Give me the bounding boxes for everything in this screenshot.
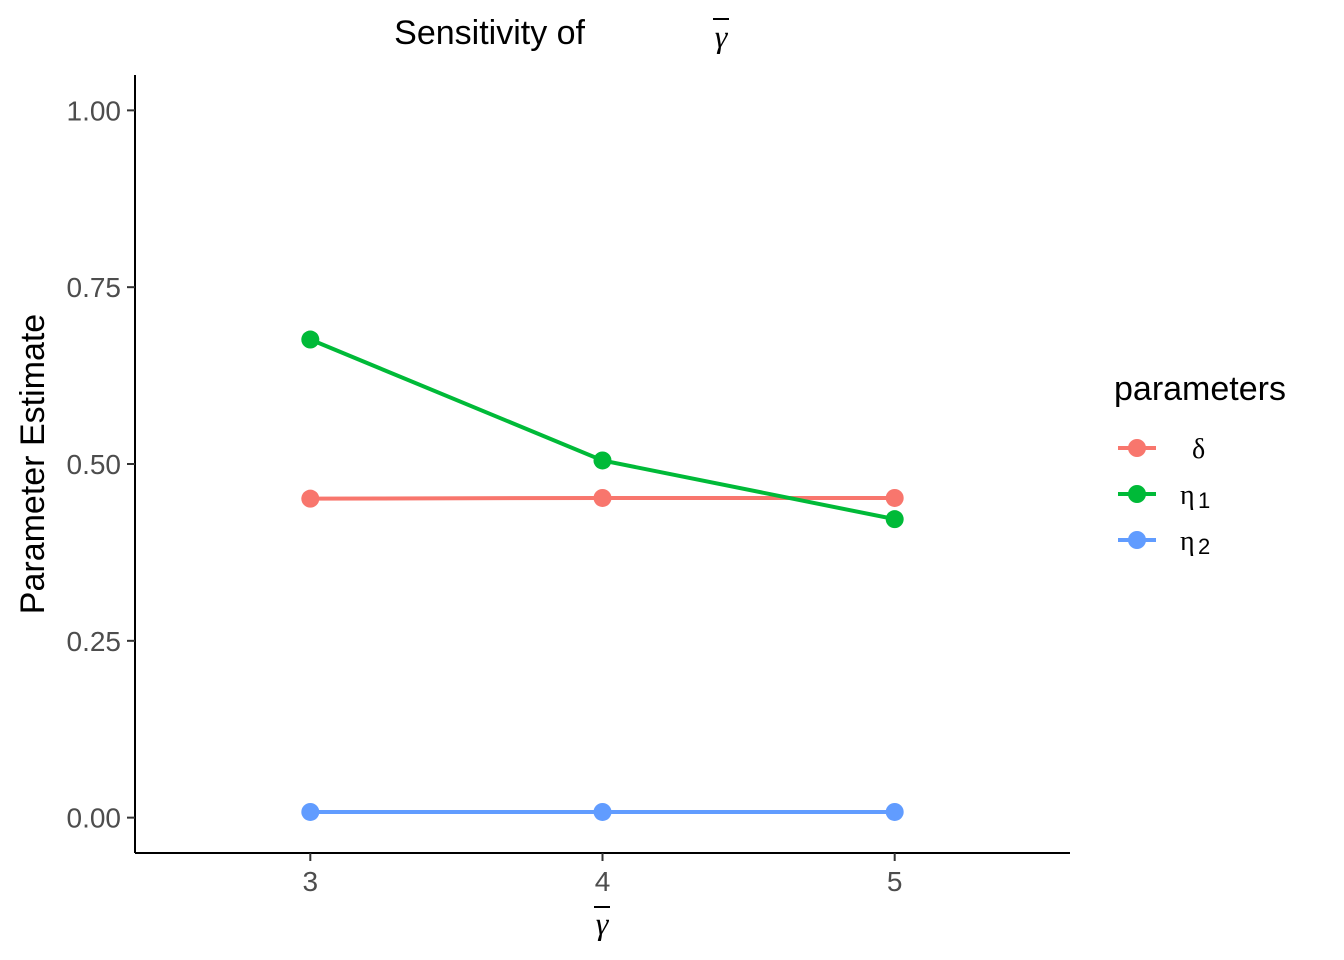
y-tick-label: 1.00 (67, 95, 122, 126)
series-3 (301, 802, 904, 821)
legend-key-point (1128, 531, 1146, 549)
legend: parameters δη 1η 2 (1114, 370, 1286, 559)
chart-title: Sensitivity of (394, 14, 585, 52)
series-layer (301, 330, 904, 821)
x-tick-label: 3 (303, 866, 319, 897)
legend-title: parameters (1114, 370, 1286, 408)
y-tick-label: 0.50 (67, 449, 122, 480)
x-tick-label: 4 (595, 866, 611, 897)
data-point (885, 802, 904, 821)
legend-item: δ (1118, 434, 1205, 465)
y-tick-label: 0.25 (67, 626, 122, 657)
x-axis-title: γ (594, 905, 610, 941)
legend-label: η (1180, 480, 1195, 511)
legend-key-point (1128, 485, 1146, 503)
legend-label-subscript: 1 (1198, 488, 1210, 513)
y-axis-ticks: 0.00 0.25 0.50 0.75 1.00 (67, 95, 135, 834)
legend-label: δ (1192, 434, 1205, 465)
legend-key-point (1128, 439, 1146, 457)
data-point (301, 489, 320, 508)
legend-label: η (1180, 526, 1195, 557)
data-point (593, 802, 612, 821)
series-2 (301, 330, 904, 529)
data-point (301, 802, 320, 821)
x-axis-title-symbol: γ (596, 905, 610, 941)
y-axis-title: Parameter Estimate (14, 314, 52, 614)
data-point (885, 510, 904, 529)
data-point (301, 330, 320, 349)
x-axis-ticks: 3 4 5 (303, 853, 903, 897)
title-symbol-text: γ (715, 18, 729, 54)
x-tick-label: 5 (887, 866, 903, 897)
y-tick-label: 0.00 (67, 803, 122, 834)
data-point (885, 488, 904, 507)
title-symbol: γ (713, 18, 729, 54)
data-point (593, 488, 612, 507)
legend-items: δη 1η 2 (1118, 434, 1210, 559)
legend-label-subscript: 2 (1198, 534, 1210, 559)
y-tick-label: 0.75 (67, 272, 122, 303)
data-point (593, 451, 612, 470)
